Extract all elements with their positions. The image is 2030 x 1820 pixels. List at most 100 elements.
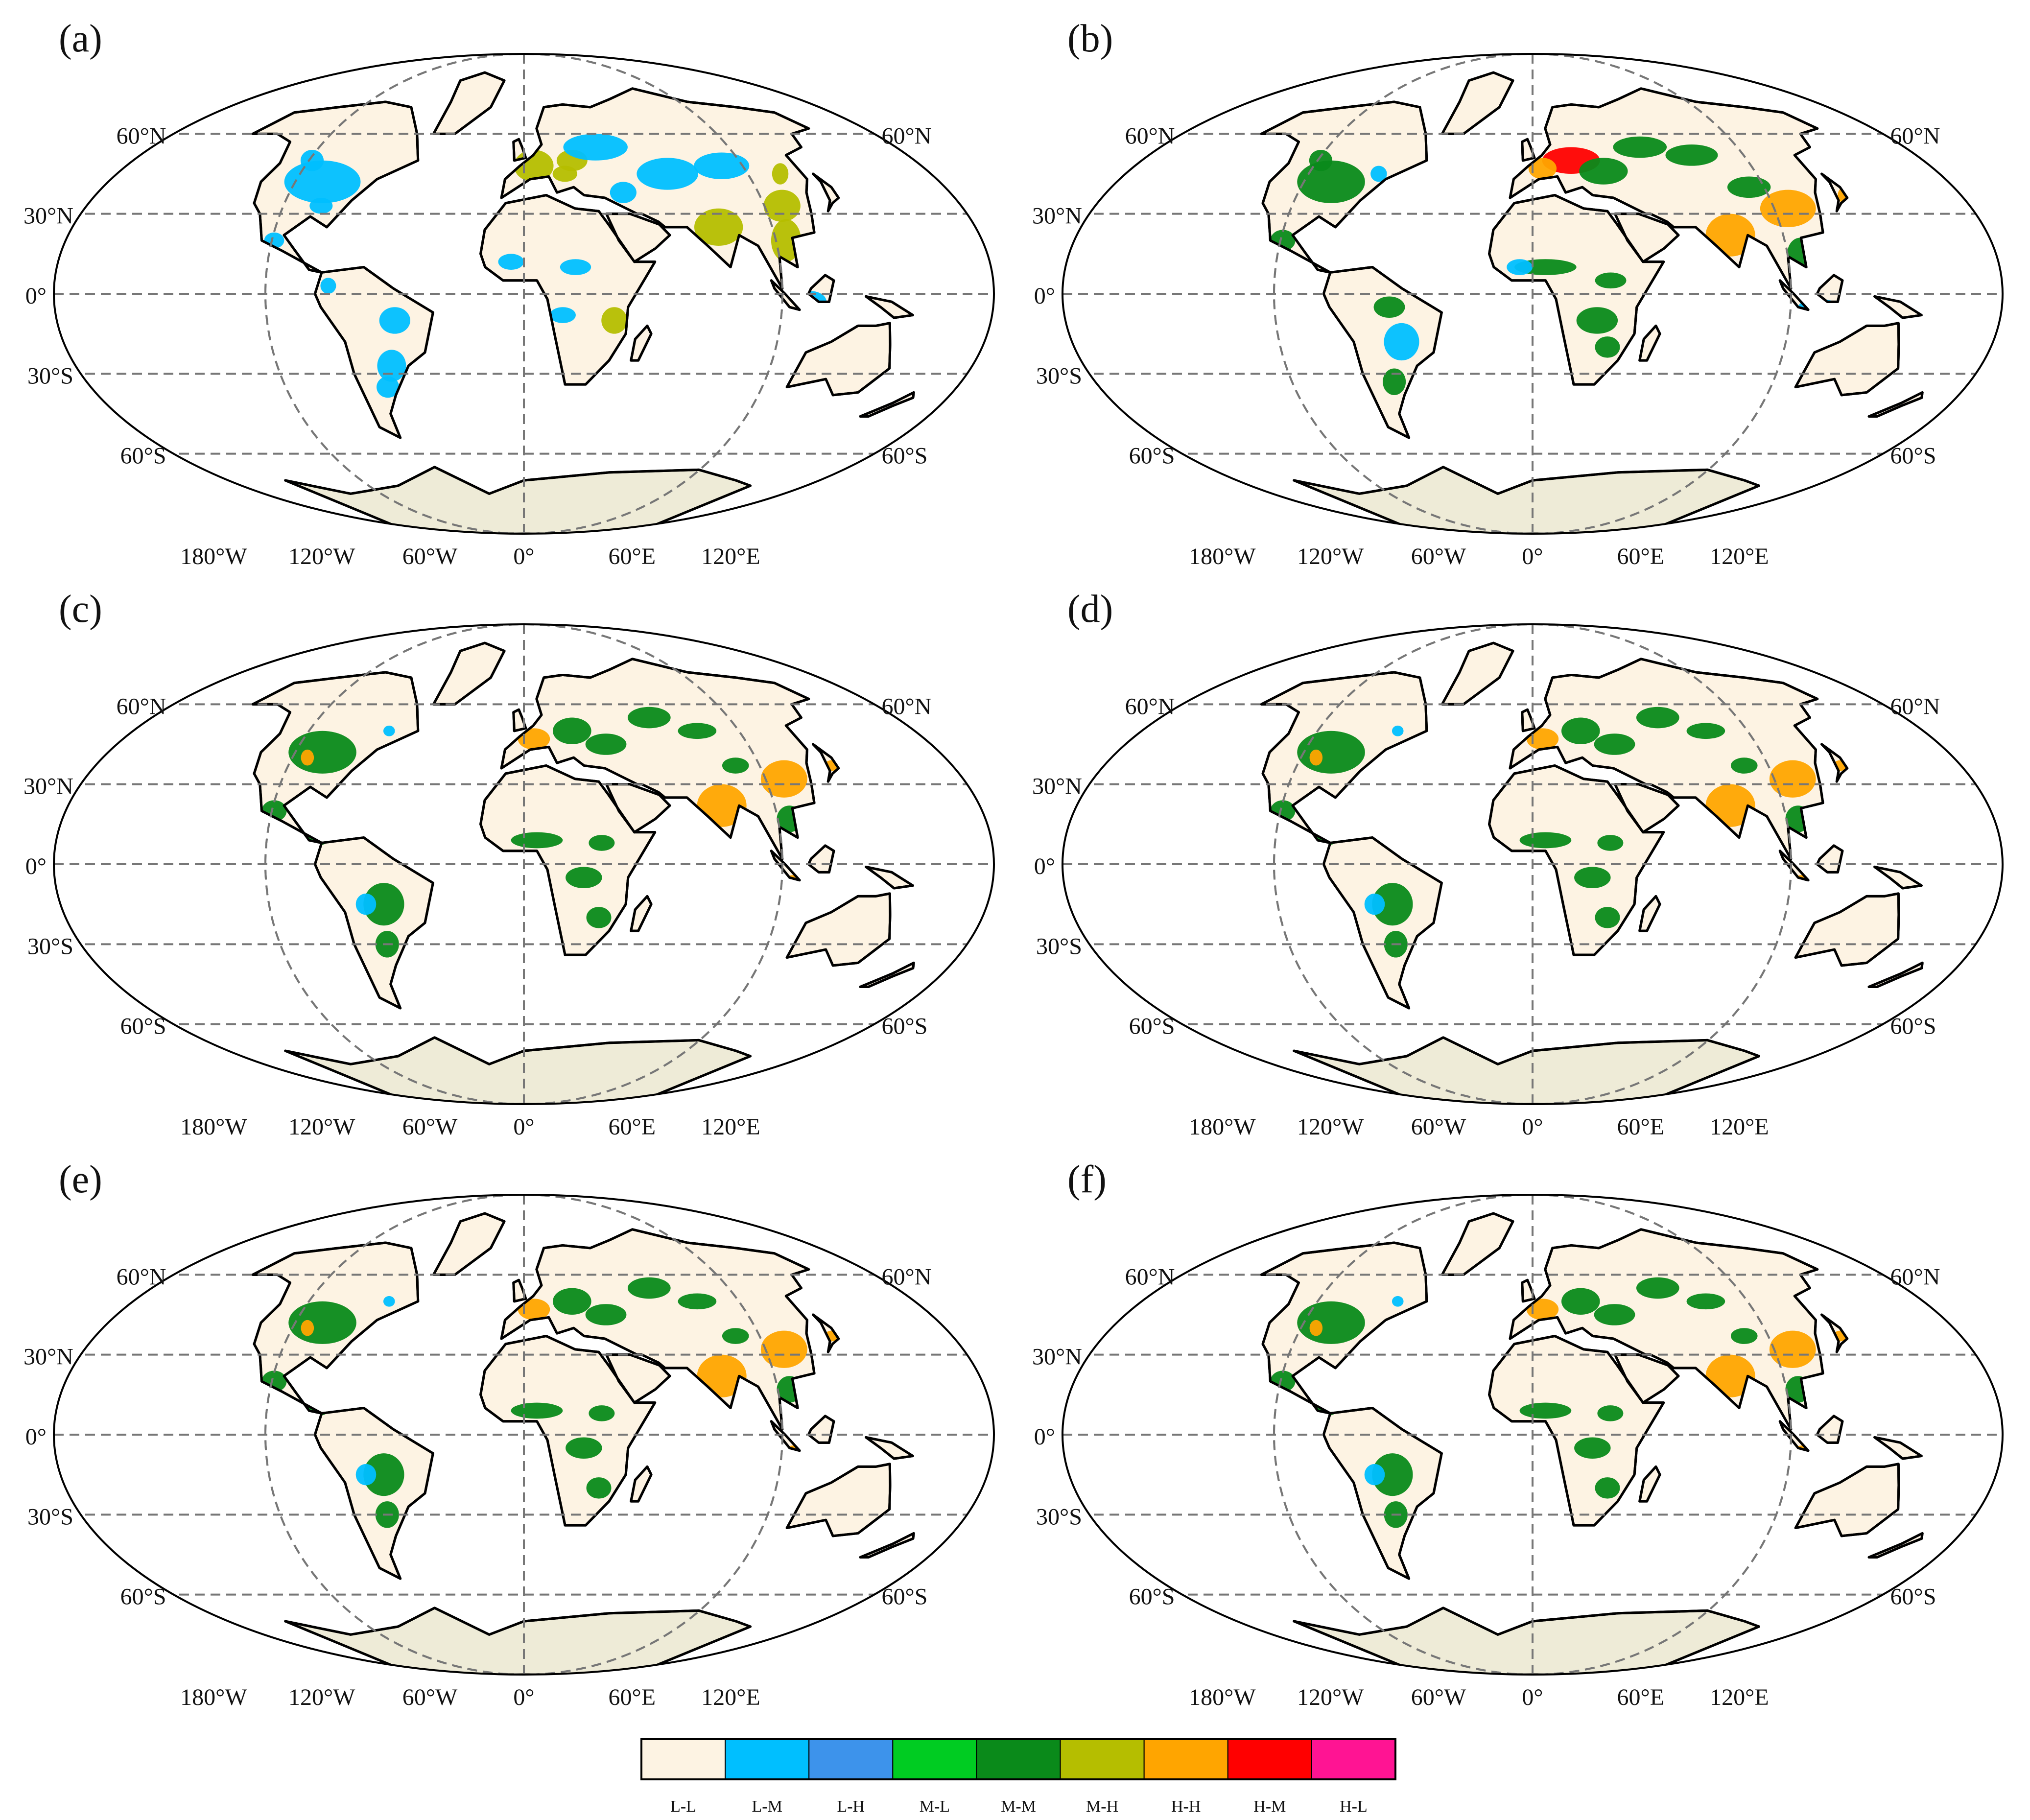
class-patch xyxy=(1595,1477,1620,1499)
coastlines xyxy=(1260,1212,1924,1675)
coastline xyxy=(1509,87,1824,290)
map-frame xyxy=(53,623,995,1105)
class-patch xyxy=(552,1288,591,1315)
class-patch xyxy=(1373,296,1405,318)
map-layers xyxy=(54,54,994,534)
class-patch xyxy=(566,1437,602,1459)
coastline xyxy=(812,743,840,783)
latitude-label: 60°N xyxy=(1890,123,1940,149)
class-patch xyxy=(552,165,577,182)
coastline xyxy=(1778,279,1810,311)
meridian-gridline xyxy=(264,1195,783,1675)
longitude-label: 180°W xyxy=(1189,1684,1256,1710)
coastline xyxy=(1322,266,1443,439)
class-patch xyxy=(563,134,628,161)
class-patch xyxy=(586,1477,612,1499)
coastline xyxy=(605,783,671,834)
class-patch xyxy=(1579,158,1628,185)
class-patch xyxy=(301,749,314,766)
coastlines xyxy=(251,641,915,1104)
class-patch xyxy=(1364,1464,1385,1486)
map-panel: (b) 60°N 60°N 30°N 0° 30°S 60°S 60°S 180°W 120°W 6… xyxy=(1032,17,2004,569)
class-patch xyxy=(722,757,749,774)
class-patch xyxy=(760,760,807,798)
coastline xyxy=(1260,1241,1428,1415)
class-patch xyxy=(627,1277,671,1299)
map-layers xyxy=(1062,54,2003,534)
latitude-label: 60°N xyxy=(1125,693,1175,719)
class-patch xyxy=(377,350,406,382)
class-patch xyxy=(1384,323,1419,361)
latitude-label: 0° xyxy=(1034,283,1055,309)
class-patch xyxy=(1392,1296,1404,1307)
coastline xyxy=(1638,1465,1661,1503)
coastline xyxy=(251,1241,420,1415)
class-patch xyxy=(1665,144,1718,166)
class-patch xyxy=(1769,1330,1816,1368)
latitude-label: 0° xyxy=(1034,1424,1055,1450)
latitude-label: 0° xyxy=(25,1424,47,1450)
coastline xyxy=(284,466,752,534)
coastline xyxy=(1794,892,1900,967)
class-patch xyxy=(589,1405,615,1421)
latitude-label: 60°N xyxy=(882,693,932,719)
class-patch xyxy=(560,259,591,275)
latitude-label: 30°S xyxy=(1036,1504,1082,1530)
coastline xyxy=(770,850,801,882)
latitude-label: 30°N xyxy=(1032,1344,1082,1370)
graticule xyxy=(1062,624,2003,1104)
map-layers xyxy=(54,1195,994,1675)
latitude-label: 30°N xyxy=(1032,774,1082,800)
longitude-label: 60°E xyxy=(1617,1114,1665,1140)
coastline xyxy=(630,895,653,932)
class-patch xyxy=(694,208,743,246)
class-patch xyxy=(1309,749,1323,766)
longitude-label: 0° xyxy=(1522,1684,1543,1710)
latitude-label: 30°N xyxy=(24,203,73,229)
coastline xyxy=(1293,1036,1760,1104)
class-patch xyxy=(1526,1299,1559,1320)
class-patch xyxy=(1519,832,1572,849)
longitude-label: 120°E xyxy=(1710,1114,1769,1140)
longitude-label: 60°E xyxy=(609,1684,656,1710)
class-patch xyxy=(1309,150,1333,171)
coastline xyxy=(1820,1313,1849,1353)
coastline xyxy=(500,87,816,290)
coastline xyxy=(1260,100,1428,274)
coastline xyxy=(807,1415,835,1444)
class-patch xyxy=(1576,307,1618,334)
longitude-label: 0° xyxy=(1522,544,1543,569)
map-frame xyxy=(1062,623,2004,1105)
panel-label: (f) xyxy=(1067,1158,1107,1201)
longitude-label: 120°W xyxy=(288,544,355,569)
coastline xyxy=(865,865,914,890)
coastline xyxy=(1873,865,1923,890)
coastline xyxy=(1521,708,1536,733)
longitude-label: 60°W xyxy=(1411,544,1466,569)
map-layers xyxy=(1062,1195,2003,1675)
class-patch xyxy=(1309,1320,1323,1336)
longitude-label: 120°W xyxy=(1297,1684,1364,1710)
coastline xyxy=(859,1532,915,1559)
coastline xyxy=(479,1335,657,1527)
coastline xyxy=(1488,1335,1665,1527)
coastline xyxy=(313,266,434,439)
class-patch xyxy=(760,1330,807,1368)
map-layers xyxy=(1062,624,2003,1104)
coastline xyxy=(284,1036,752,1104)
longitude-label: 0° xyxy=(513,1114,534,1140)
class-patch xyxy=(1769,760,1816,798)
latitude-label: 30°N xyxy=(24,774,73,800)
coastline xyxy=(251,100,420,274)
class-patch xyxy=(1597,1405,1624,1421)
latitude-label: 60°N xyxy=(117,693,166,719)
class-patch xyxy=(1760,189,1816,227)
coastline xyxy=(1322,836,1443,1010)
class-patch xyxy=(772,163,789,185)
legend-swatch xyxy=(892,1739,977,1780)
meridian-gridline xyxy=(264,624,783,1104)
class-patch xyxy=(518,1299,550,1320)
longitude-label: 60°E xyxy=(609,1114,656,1140)
coastline xyxy=(512,708,527,733)
latitude-label: 60°S xyxy=(1890,1014,1936,1040)
